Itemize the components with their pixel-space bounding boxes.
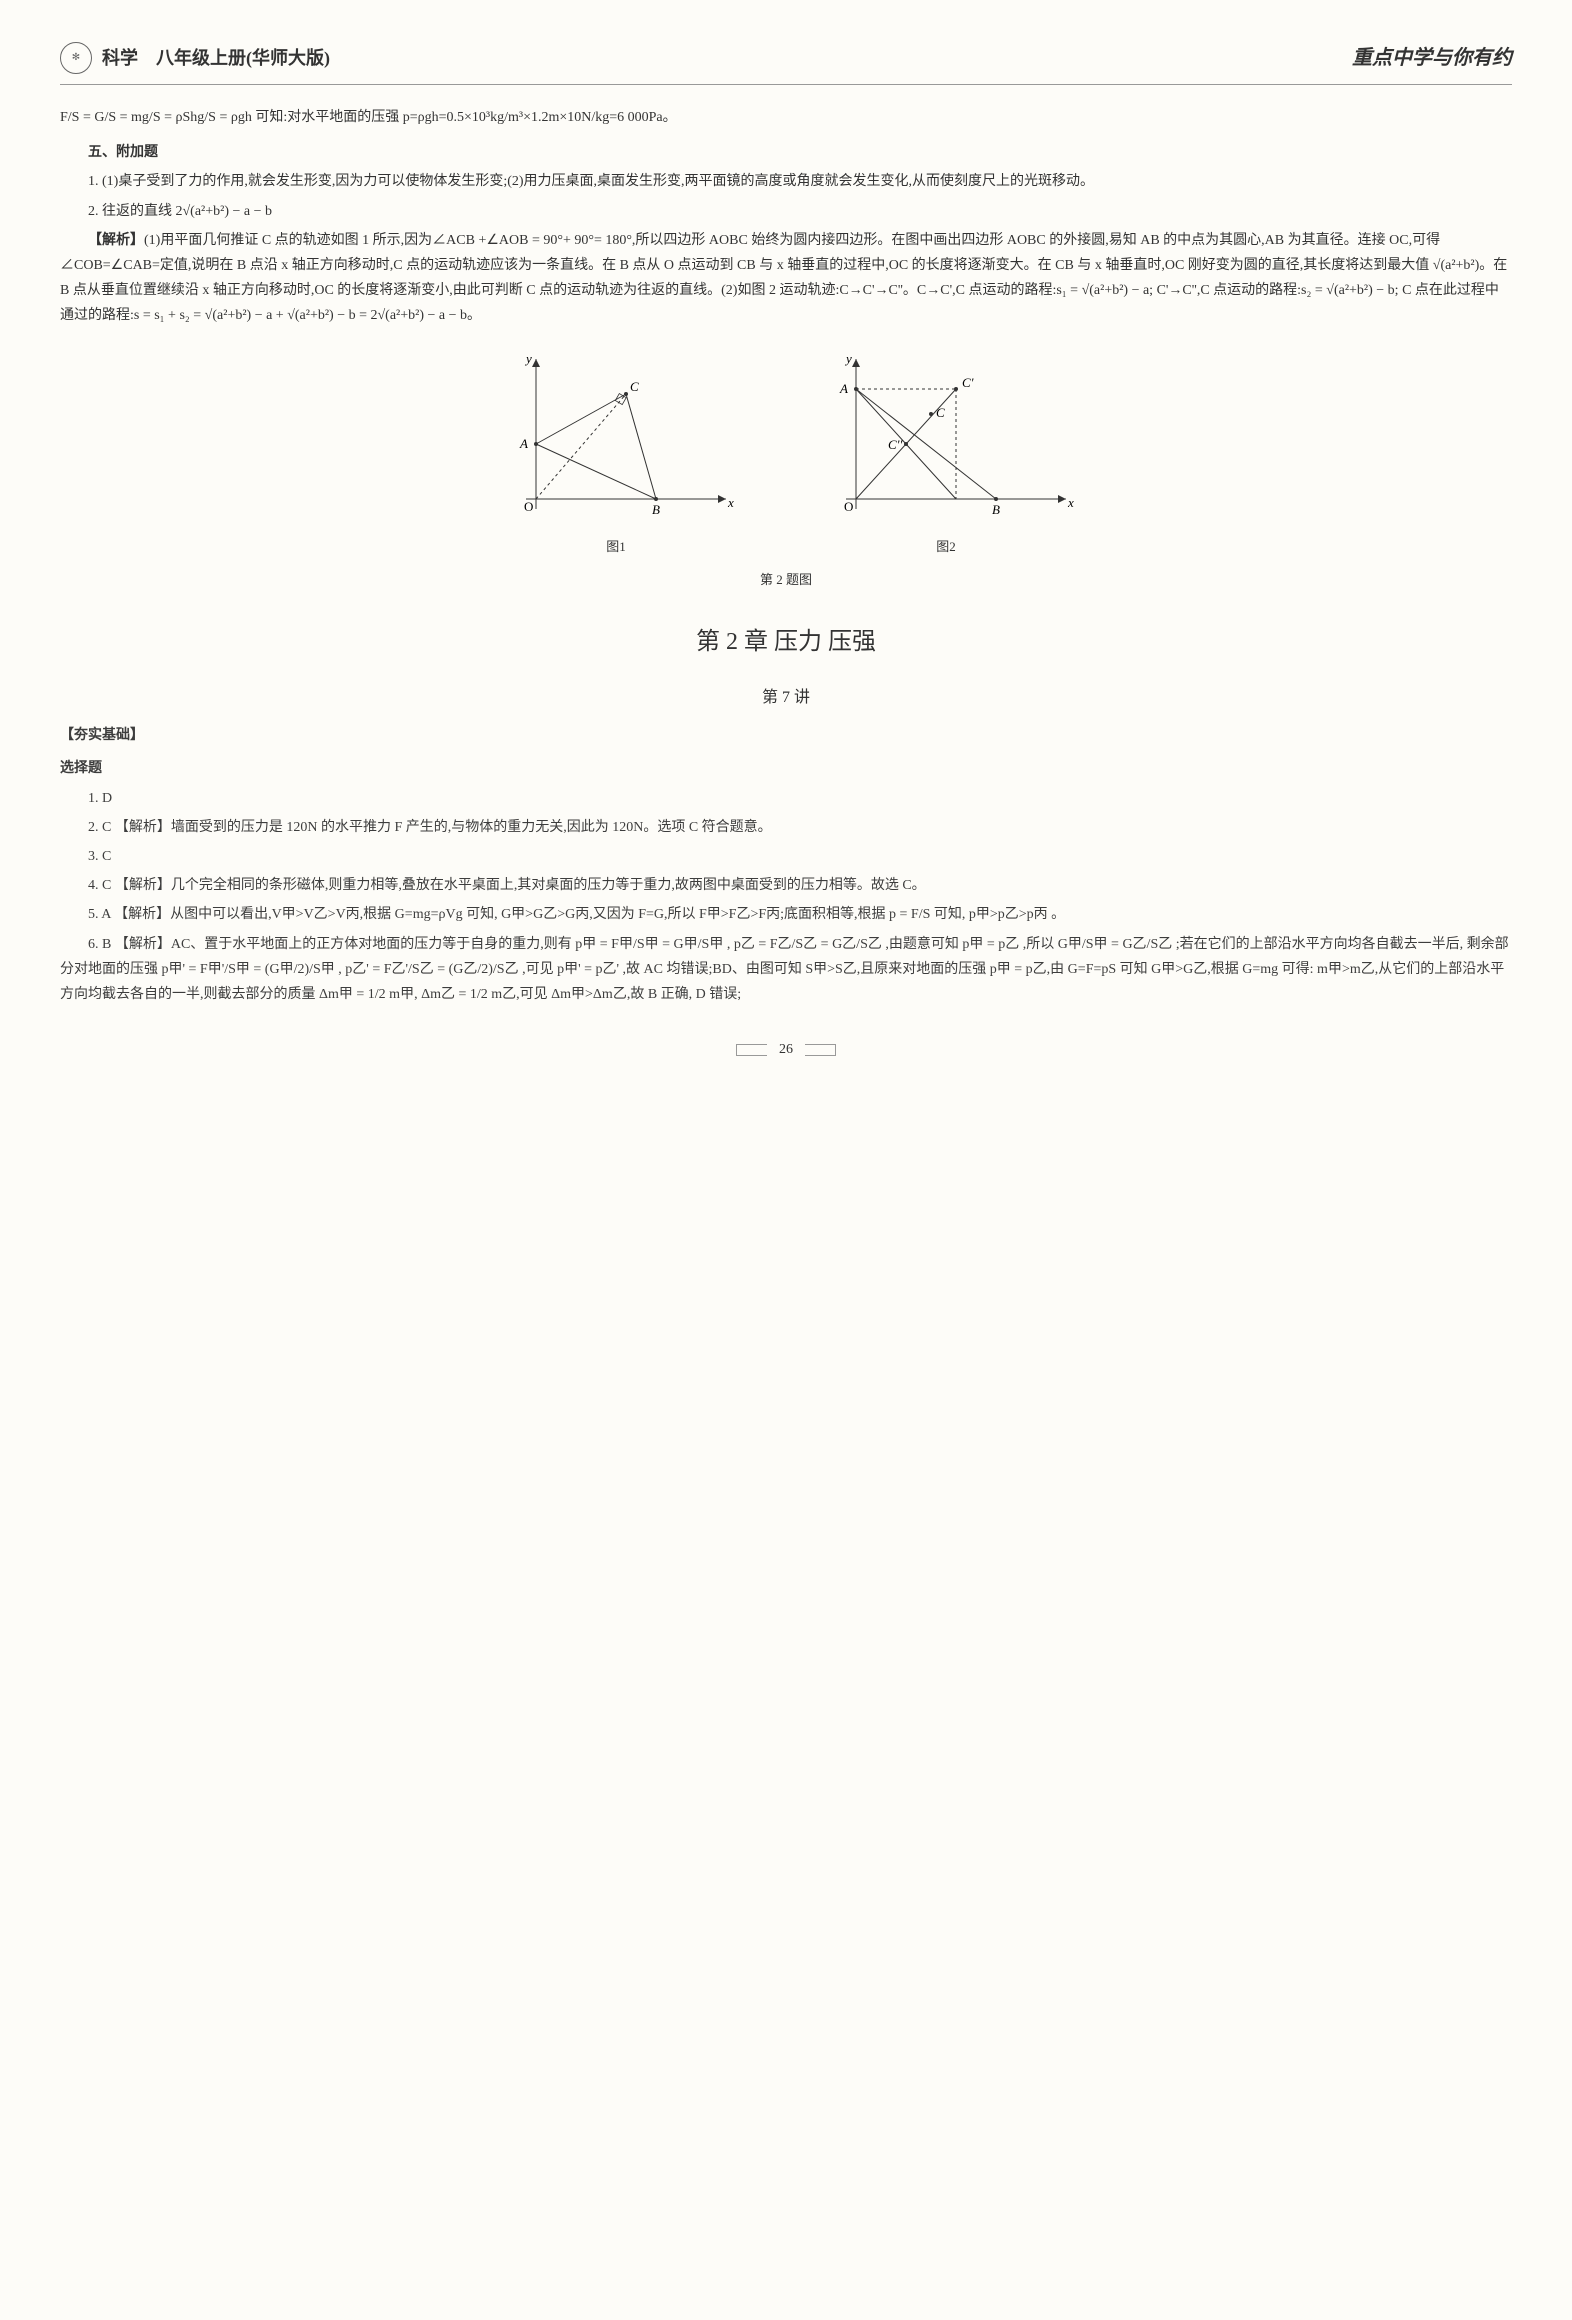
figure-row: O x y A B C 图1 bbox=[60, 349, 1512, 558]
page-number-value: 26 bbox=[767, 1037, 805, 1062]
section-5-heading: 五、附加题 bbox=[60, 140, 1512, 165]
fig1-A: A bbox=[519, 436, 528, 451]
content-body: F/S = G/S = mg/S = ρShg/S = ρgh 可知:对水平地面… bbox=[60, 105, 1512, 1007]
fig2-Cp: C' bbox=[962, 375, 974, 390]
basics-q3: 3. C bbox=[60, 844, 1512, 869]
basics-subheading: 选择题 bbox=[60, 756, 1512, 781]
basics-q1: 1. D bbox=[60, 786, 1512, 811]
fig1-B: B bbox=[652, 502, 660, 517]
fig1-x: x bbox=[727, 495, 734, 510]
q2-line: 2. 往返的直线 2√(a²+b²) − a − b bbox=[60, 199, 1512, 224]
figure-1-block: O x y A B C 图1 bbox=[496, 349, 736, 558]
grade-text: 八年级上册(华师大版) bbox=[156, 48, 330, 68]
fig1-caption: 图1 bbox=[496, 535, 736, 558]
basics-q4: 4. C 【解析】几个完全相同的条形磁体,则重力相等,叠放在水平桌面上,其对桌面… bbox=[60, 873, 1512, 898]
basics-q6: 6. B 【解析】AC、置于水平地面上的正方体对地面的压力等于自身的重力,则有 … bbox=[60, 932, 1512, 1008]
fig2-A: A bbox=[839, 381, 848, 396]
header-left: ✻ 科学 八年级上册(华师大版) bbox=[60, 42, 330, 74]
page-number: 26 bbox=[60, 1037, 1512, 1062]
fig2-O: O bbox=[844, 499, 853, 514]
figure-1-svg: O x y A B C bbox=[496, 349, 736, 529]
q1-text: 1. (1)桌子受到了力的作用,就会发生形变,因为力可以使物体发生形变;(2)用… bbox=[60, 169, 1512, 194]
basics-q5: 5. A 【解析】从图中可以看出,V甲>V乙>V丙,根据 G=mg=ρVg 可知… bbox=[60, 902, 1512, 927]
basics-q2: 2. C 【解析】墙面受到的压力是 120N 的水平推力 F 产生的,与物体的重… bbox=[60, 815, 1512, 840]
fig2-x: x bbox=[1067, 495, 1074, 510]
header-right-title: 重点中学与你有约 bbox=[1352, 40, 1512, 76]
chapter-title: 第 2 章 压力 压强 bbox=[60, 621, 1512, 664]
basics-section: 【夯实基础】 选择题 1. D 2. C 【解析】墙面受到的压力是 120N 的… bbox=[60, 723, 1512, 1007]
subject-title: 科学 八年级上册(华师大版) bbox=[102, 42, 330, 74]
fig2-C: C bbox=[936, 405, 945, 420]
analysis-label: 【解析】 bbox=[88, 233, 144, 248]
subject-text: 科学 bbox=[102, 48, 138, 68]
analysis-text: (1)用平面几何推证 C 点的轨迹如图 1 所示,因为∠ACB +∠AOB = … bbox=[60, 233, 1507, 324]
fig2-caption: 图2 bbox=[816, 535, 1076, 558]
lecture-title: 第 7 讲 bbox=[60, 684, 1512, 713]
figure-2-block: O x y A B C' C C'' bbox=[816, 349, 1076, 558]
figures-main-caption: 第 2 题图 bbox=[60, 568, 1512, 591]
fig1-C: C bbox=[630, 379, 639, 394]
fig2-y: y bbox=[844, 351, 852, 366]
fig1-O: O bbox=[524, 499, 533, 514]
basics-heading: 【夯实基础】 bbox=[60, 723, 1512, 748]
logo-icon: ✻ bbox=[60, 42, 92, 74]
page-header: ✻ 科学 八年级上册(华师大版) 重点中学与你有约 bbox=[60, 40, 1512, 85]
analysis-para: 【解析】(1)用平面几何推证 C 点的轨迹如图 1 所示,因为∠ACB +∠AO… bbox=[60, 228, 1512, 329]
fig1-y: y bbox=[524, 351, 532, 366]
fig2-B: B bbox=[992, 502, 1000, 517]
figure-2-svg: O x y A B C' C C'' bbox=[816, 349, 1076, 529]
top-formula-line: F/S = G/S = mg/S = ρShg/S = ρgh 可知:对水平地面… bbox=[60, 105, 1512, 130]
